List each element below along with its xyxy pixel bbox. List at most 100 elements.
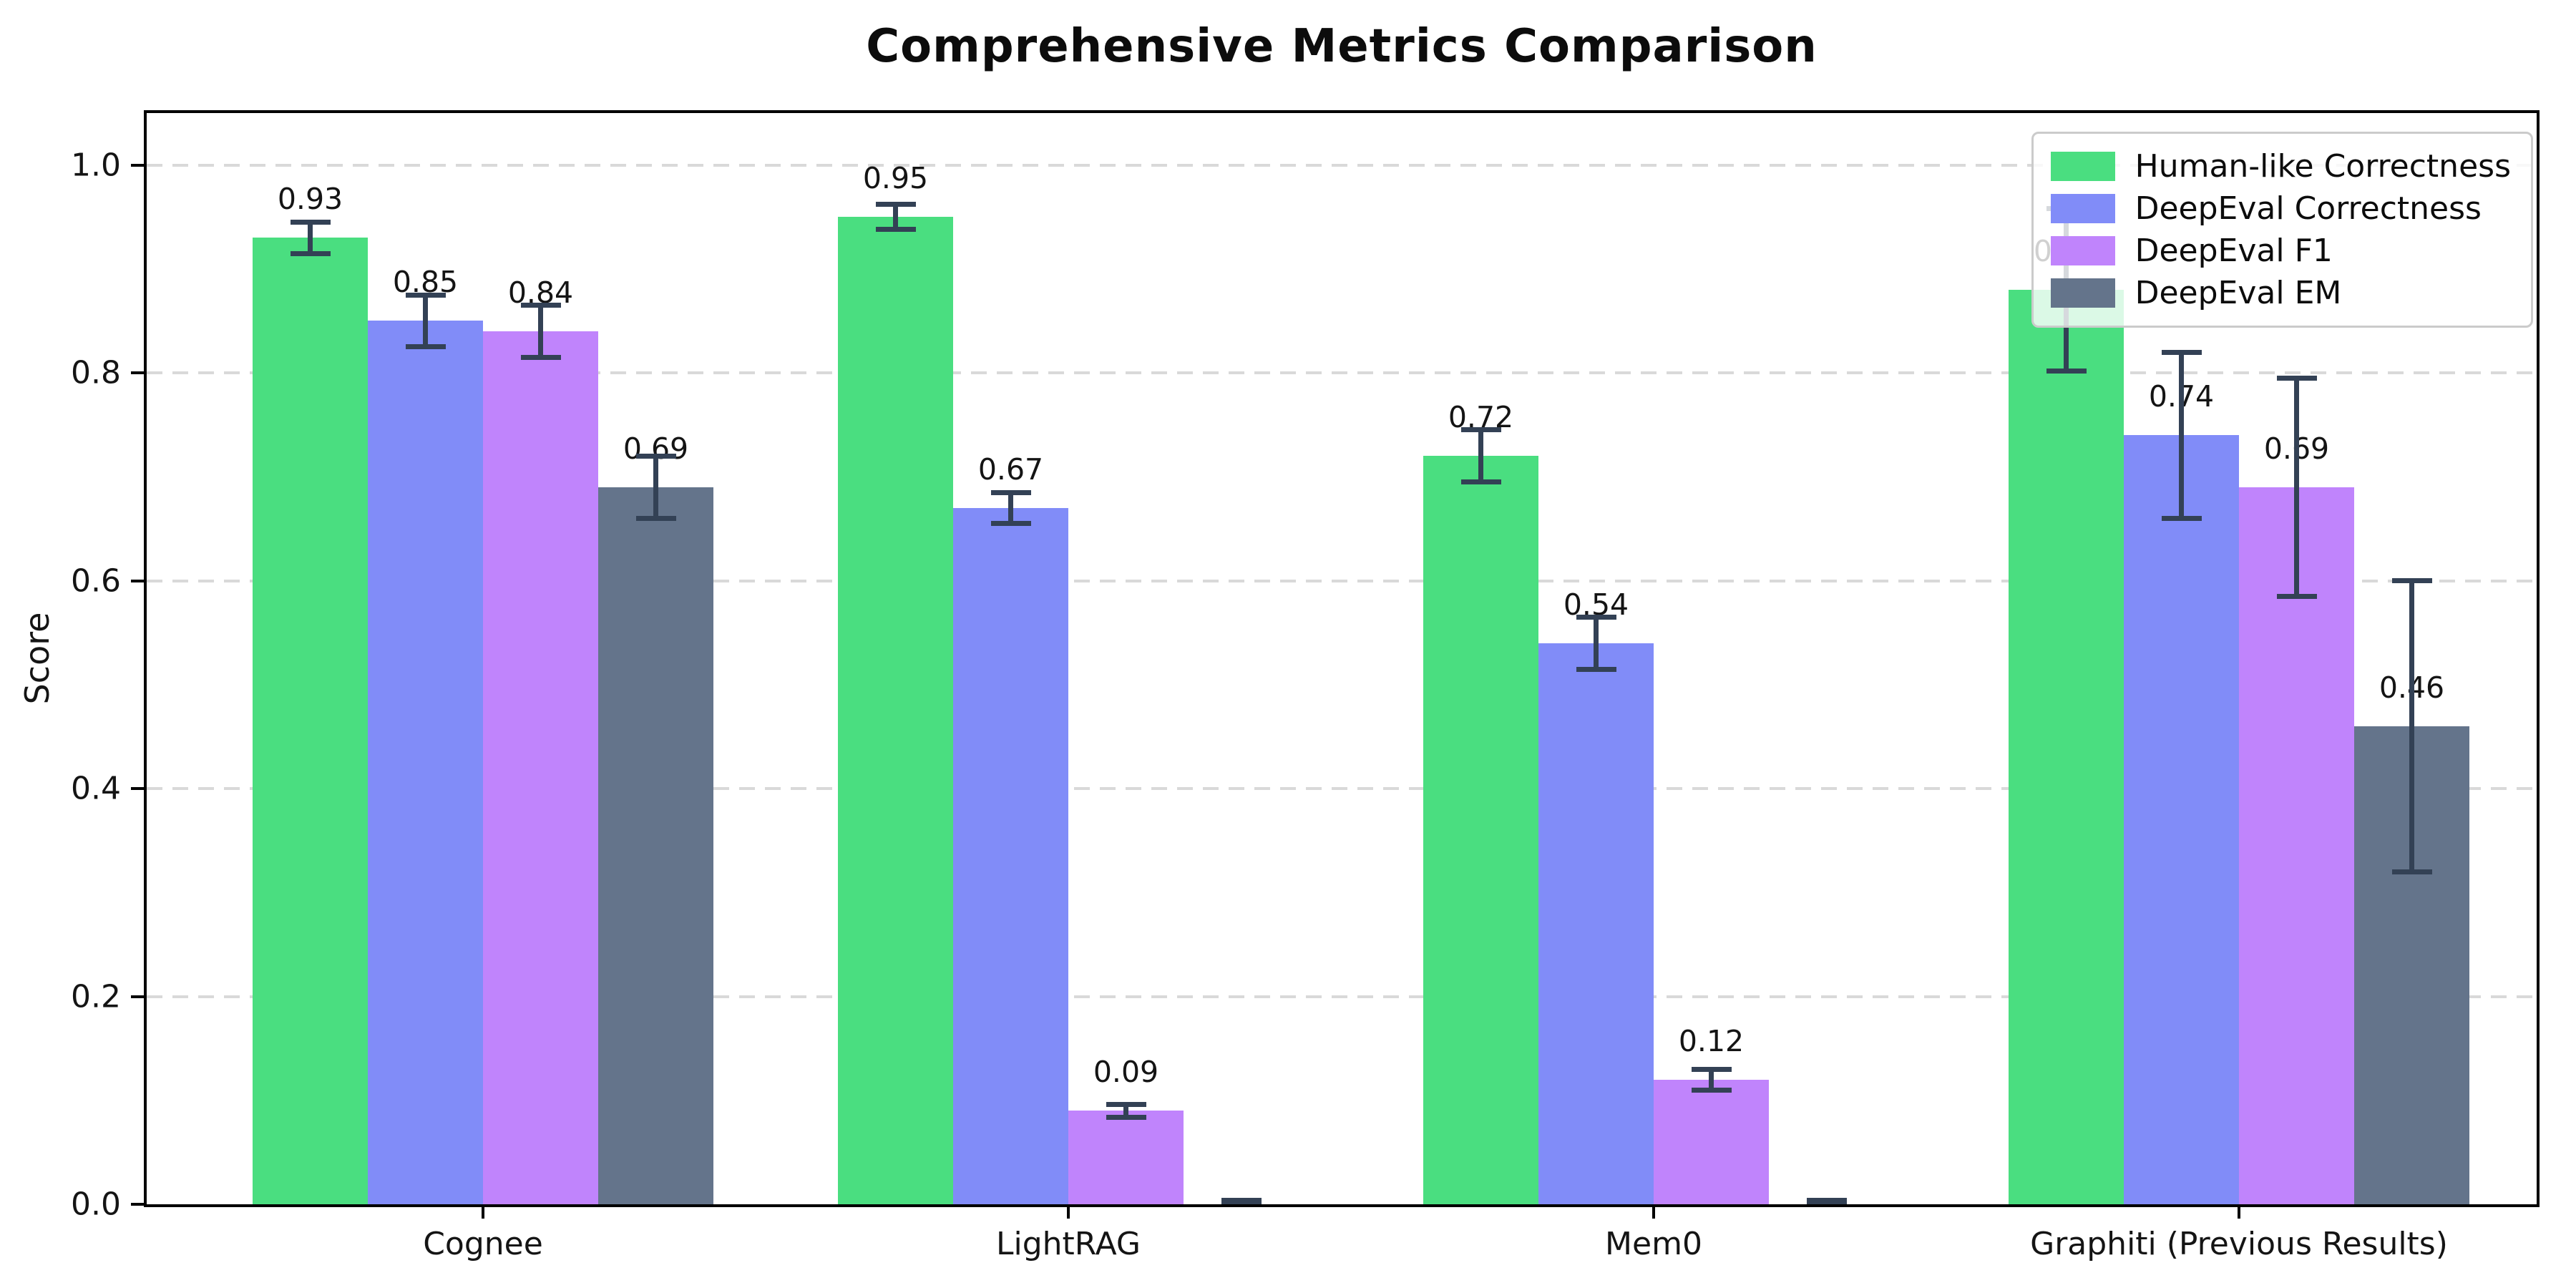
y-tick-label: 0.0 [71,1186,121,1223]
error-bar-cap-bottom [875,227,916,233]
error-bar-cap-top [2161,349,2202,355]
error-bar-cap-bottom [2276,593,2317,599]
bar [253,238,368,1204]
y-tick-label: 0.4 [71,770,121,807]
legend-label: Human-like Correctness [2135,148,2511,185]
chart-title: Comprehensive Metrics Comparison [866,20,1818,73]
bar [1654,1079,1769,1204]
error-bar-cap-top [2391,578,2432,584]
gridline [147,995,2537,998]
error-bar [308,222,313,254]
error-bar-cap-bottom [2161,515,2202,521]
bar-value-label: 0.93 [277,182,343,217]
bar [2239,487,2354,1204]
legend-swatch [2050,194,2115,223]
error-bar-cap-top [1576,614,1616,620]
error-bar-cap-bottom [635,515,676,521]
error-bar-cap-bottom [1576,666,1616,672]
bar [1538,643,1654,1204]
legend-item: Human-like Correctness [2050,145,2511,187]
error-bar-cap-top [2276,375,2317,381]
bar-value-label: 0.95 [862,161,929,196]
y-tick [131,371,147,375]
error-bar-cap-top [1460,427,1501,433]
legend-swatch [2050,236,2115,265]
bar [953,507,1068,1204]
gridline [147,163,2537,167]
x-tick [1652,1204,1655,1219]
bar [2124,435,2239,1204]
y-tick [131,787,147,791]
error-bar [1008,492,1013,524]
error-bar-cap-bottom [2391,869,2432,874]
error-bar-cap-bottom [405,344,446,350]
y-tick-label: 0.2 [71,978,121,1015]
error-bar-cap-top [990,489,1031,495]
bar-value-label: 0.09 [1093,1055,1159,1090]
legend-item: DeepEval Correctness [2050,187,2511,230]
x-tick [482,1204,484,1219]
y-tick-label: 0.6 [71,562,121,600]
plot-area: 0.0 0.2 0.4 0.6 0.8 1.0 Cognee LightRAG Mem0 Grap… [71,110,2540,1262]
gridline [147,579,2537,582]
error-bar [1709,1069,1714,1091]
bar [368,321,483,1204]
y-tick [131,1203,147,1206]
error-bar [1123,1104,1128,1117]
x-tick-label: Mem0 [1605,1226,1702,1262]
gridline [147,787,2537,791]
bar-value-label: 0.12 [1678,1023,1745,1058]
x-tick [1067,1204,1070,1219]
error-bar-cap-top [405,292,446,298]
legend-item: DeepEval F1 [2050,230,2511,272]
y-axis-title: Score [18,612,57,705]
legend-swatch [2050,152,2115,181]
error-bar-cap-top [1691,1066,1732,1072]
x-tick-label: Graphiti (Previous Results) [2030,1226,2448,1262]
error-bar-cap-top [520,303,561,308]
y-tick-label: 0.8 [71,354,121,391]
bar [1423,456,1538,1204]
bar [483,331,598,1204]
error-bar-cap-top [1106,1102,1146,1108]
bar [598,487,713,1204]
error-bar [1478,430,1483,482]
error-bar-cap-top [1806,1197,1847,1203]
error-bar [2294,378,2299,597]
error-bar-cap-top [875,202,916,208]
x-tick [2238,1204,2240,1219]
error-bar-cap-bottom [1806,1201,1847,1207]
error-bar-cap-bottom [1106,1114,1146,1120]
bar [2009,289,2124,1204]
legend-swatch [2050,278,2115,308]
bar [1068,1111,1184,1204]
x-tick-label: LightRAG [995,1226,1141,1262]
y-tick [131,163,147,167]
legend-item: DeepEval EM [2050,272,2511,314]
bar-value-label: 0.67 [977,452,1044,487]
legend: Human-like Correctness DeepEval Correctne… [2031,132,2533,328]
error-bar [653,456,658,519]
y-tick-label: 1.0 [71,147,121,184]
error-bar [1594,617,1599,670]
bar [838,217,953,1204]
gridline [147,371,2537,375]
error-bar-cap-top [635,453,676,459]
legend-label: DeepEval Correctness [2135,190,2482,227]
error-bar [423,295,428,347]
error-bar-cap-bottom [2046,368,2087,374]
error-bar-cap-bottom [290,250,331,256]
error-bar-cap-bottom [1460,479,1501,485]
error-bar-cap-bottom [1221,1201,1262,1207]
error-bar [538,305,543,358]
error-bar-cap-bottom [1691,1087,1732,1093]
error-bar-cap-bottom [520,354,561,360]
x-tick-label: Cognee [423,1226,543,1262]
y-tick [131,579,147,582]
y-tick [131,995,147,998]
error-bar-cap-bottom [990,521,1031,527]
error-bar-cap-top [290,220,331,225]
error-bar [2409,580,2414,872]
legend-label: DeepEval EM [2135,275,2342,311]
